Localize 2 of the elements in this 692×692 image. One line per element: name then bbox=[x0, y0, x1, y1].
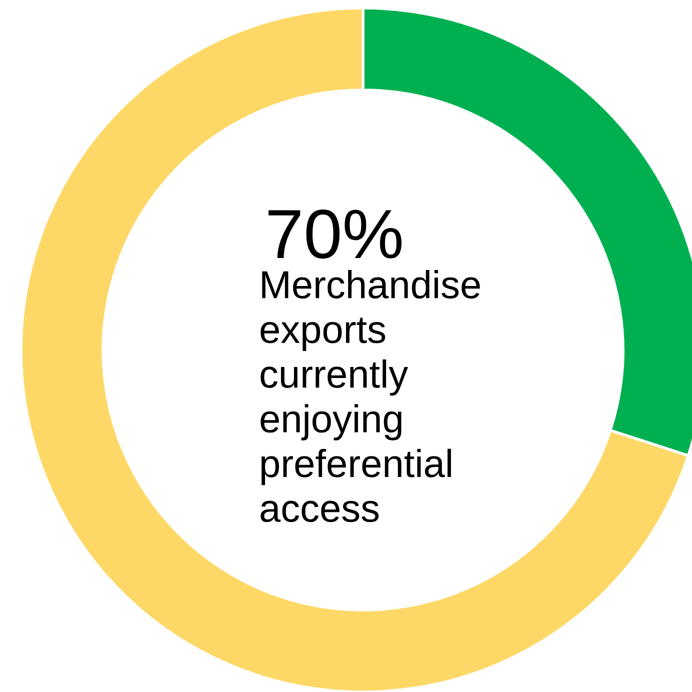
text: 70% bbox=[268, 210, 402, 259]
text: Merchandise exports currently enjoying preferential access bbox=[260, 270, 480, 522]
